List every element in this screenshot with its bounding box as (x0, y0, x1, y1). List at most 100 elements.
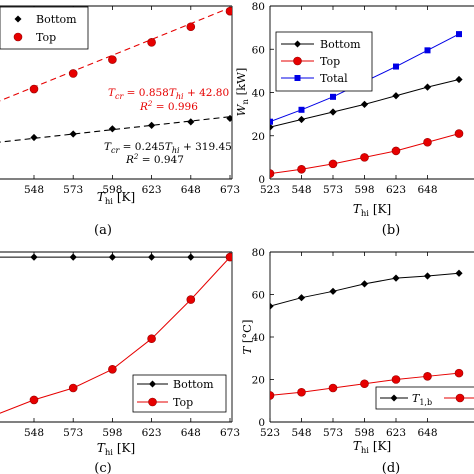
panel-a-series-1-point (108, 55, 117, 64)
panel-c-legend-circle-icon (148, 397, 157, 407)
panel-d-series-1-point (391, 375, 401, 384)
panel-a-x-tick-label: 673 (220, 184, 240, 196)
panel-b-series-0-point (392, 92, 400, 100)
panel-b-series-2-point (456, 31, 462, 38)
panel-c-x-tick-label: 673 (220, 427, 240, 439)
panel-b-series-1-point (328, 159, 338, 169)
panel-b-series-2-point (270, 118, 273, 125)
panel-d-y-tick-label: 0 (258, 417, 265, 429)
panel-c-series-1-point (186, 295, 196, 304)
panel-a-annotation-black-eq: Tcr = 0.245Thi + 319.45 (104, 141, 232, 155)
panel-b-x-tick-label: 548 (291, 184, 311, 196)
panel-a-x-tick-label: 548 (24, 184, 44, 196)
panel-d-series-0-line (270, 272, 460, 307)
panel-b-series-0-point (297, 115, 306, 124)
panel-d-series (270, 269, 464, 400)
panel-d-legend-label-t1b: T1,b (412, 392, 432, 407)
panel-d-series-1-point (328, 383, 338, 393)
panel-d-series-0-point (360, 280, 369, 288)
panel-a-x-tick-label: 598 (102, 184, 122, 196)
panel-d-series-0-point (392, 274, 400, 282)
panel-d-series-0-point (455, 269, 463, 277)
panel-b-legend-square-icon (294, 75, 301, 81)
panel-d-legend-diamond-icon (390, 394, 398, 402)
panel-b-legend: Bottom Top Total (275, 31, 373, 92)
panel-d-legend: T1,b (375, 386, 474, 410)
panel-b-y-tick-label: 40 (252, 88, 265, 100)
panel-b-series-1-point (454, 129, 464, 138)
panel-a-series-1-point (68, 69, 78, 78)
panel-b-series-2-point (424, 47, 431, 54)
panel-b-y-tick-label: 60 (252, 44, 265, 56)
panel-d-legend-box (375, 386, 474, 410)
panel-a-series-0-point (30, 133, 38, 142)
panel-d-y-tick-label: 80 (252, 247, 265, 259)
panel-a-label: (a) (94, 223, 112, 238)
panel-c-legend-box (132, 374, 227, 413)
panel-b-x-tick-label: 648 (417, 184, 437, 196)
panel-a-x-tick-label: 623 (142, 184, 162, 196)
panel-d-label: (d) (382, 461, 400, 474)
panel-a-markers (0, 6, 232, 143)
panel-c-x-tick-label: 598 (102, 427, 122, 439)
panel-c-legend-diamond-icon (149, 380, 156, 388)
panel-b-series-0-point (360, 100, 369, 108)
panel-a-xlabel: Thi [K] (97, 190, 135, 207)
panel-a-legend-box (0, 6, 89, 50)
panel-c: 548 573 598 623 648 673 Bottom Top Thi [K] (c… (0, 251, 240, 474)
panel-d-y-tick-label: 60 (252, 290, 265, 302)
panel-b-series-2-point (330, 93, 336, 100)
panel-b-series-1-point (297, 164, 306, 174)
panel-d-x-tick-label: 573 (323, 427, 343, 439)
panel-b-y-tick-label: 80 (252, 1, 265, 13)
panel-b-legend-label-top: Top (320, 55, 340, 68)
panel-b-y-tick-label: 20 (252, 131, 265, 143)
panel-a-legend-diamond-icon (14, 15, 22, 23)
panel-a-legend-label-top: Top (36, 31, 56, 44)
panel-a-series-0-point (187, 118, 195, 126)
panel-c-series (0, 252, 232, 414)
panel-c-legend-label-bottom: Bottom (173, 378, 214, 391)
panel-b-series-0-point (270, 123, 274, 131)
panel-b-y-tick-label: 0 (258, 174, 265, 186)
panel-b-label: (b) (382, 223, 400, 238)
panel-c-x-tick-label: 648 (181, 427, 201, 439)
panel-c-series-1-point (147, 334, 156, 344)
panel-a-annotation-red-r2: R2 = 0.996 (139, 100, 198, 113)
panel-b-legend-label-bottom: Bottom (320, 38, 361, 51)
panel-b-series-1-point (270, 169, 275, 178)
panel-c-x-tick-label: 623 (142, 427, 162, 439)
panel-b-series-0-point (423, 83, 432, 91)
panel-a-legend-label-bottom: Bottom (36, 13, 77, 26)
panel-c-series-0-point (30, 253, 38, 261)
panel-b-series-0-point (329, 108, 337, 116)
panel-d-series-1-point (297, 387, 306, 397)
panel-b-legend-circle-icon (293, 56, 302, 66)
panel-c-x-tick-label: 548 (24, 427, 44, 439)
panel-b-series-1-point (360, 153, 369, 162)
panel-c-xlabel: Thi [K] (97, 441, 135, 458)
panel-c-series-1-point (225, 252, 232, 262)
panel-c-series-0-point (69, 253, 77, 261)
panel-c-series-1-point (108, 364, 117, 374)
panel-d-series-1-point (360, 379, 369, 389)
panel-d-y-tick-label: 20 (252, 375, 265, 387)
panel-b-series-1-point (423, 137, 432, 147)
panel-a-series-0-point (148, 121, 156, 129)
panel-b-series-1-point (391, 146, 401, 156)
panel-c-series-1-point (68, 383, 78, 393)
panel-a: 548 573 598 623 648 673 Tcr = 0.858Thi + 42.8… (0, 5, 240, 238)
panel-d-series-0-point (423, 272, 432, 280)
panel-c-legend-label-top: Top (173, 396, 193, 409)
panel-d-x-tick-label: 648 (417, 427, 437, 439)
panel-a-annotation-red-eq: Tcr = 0.858Thi + 42.80 (108, 87, 229, 101)
panel-b: 523 548 573 598 623 648 0 20 40 60 80 Bottom Top T… (234, 1, 474, 238)
panel-a-series-1-point (225, 6, 232, 16)
panel-b-x-tick-label: 573 (323, 184, 343, 196)
panel-b-xlabel: Thi [K] (353, 202, 391, 219)
panel-a-x-tick-label: 573 (63, 184, 83, 196)
panel-a-x-tick-label: 648 (181, 184, 201, 196)
panel-b-series-2-point (298, 106, 305, 113)
